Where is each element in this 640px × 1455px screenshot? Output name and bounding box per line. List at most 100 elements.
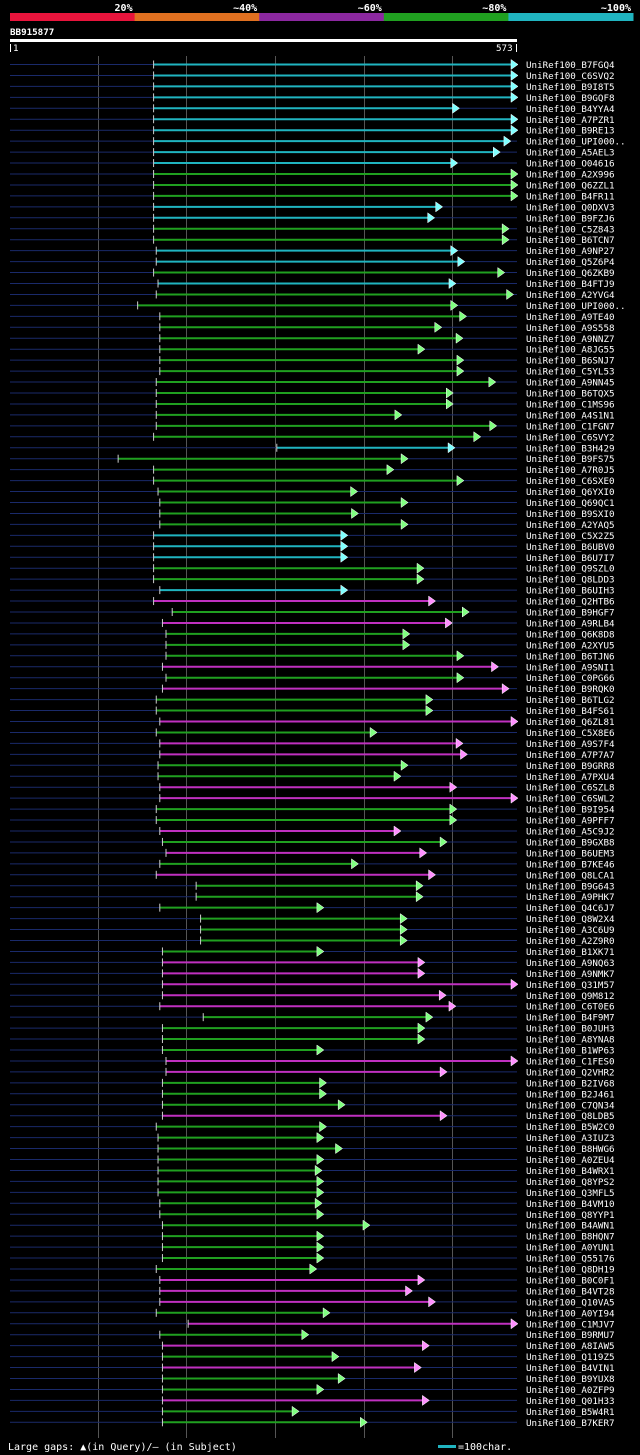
hit-row[interactable]: UniRef100_Q55176 [10, 1252, 615, 1265]
hit-label[interactable]: UniRef100_B4FTJ9 [526, 279, 615, 290]
hit-label[interactable]: UniRef100_B7KE46 [526, 859, 615, 870]
hit-label[interactable]: UniRef100_B8HQN7 [526, 1232, 615, 1243]
hit-row[interactable]: UniRef100_A7PXU4 [10, 770, 615, 783]
hit-label[interactable]: UniRef100_A2X996 [526, 170, 615, 181]
hit-row[interactable]: UniRef100_A0YI94 [10, 1307, 615, 1320]
hit-label[interactable]: UniRef100_A9S7F4 [526, 739, 615, 750]
hit-label[interactable]: UniRef100_C1FGN7 [526, 421, 615, 432]
hit-label[interactable]: UniRef100_Q2HTB6 [526, 597, 615, 608]
hit-row[interactable]: UniRef100_B4VT28 [10, 1285, 615, 1298]
hit-label[interactable]: UniRef100_C1FES0 [526, 1056, 615, 1067]
hit-row[interactable]: UniRef100_B5W2C0 [10, 1121, 615, 1134]
hit-row[interactable]: UniRef100_Q4C6J7 [10, 902, 615, 915]
hit-label[interactable]: UniRef100_A5AEL3 [526, 148, 615, 159]
hit-label[interactable]: UniRef100_B4VIN1 [526, 1363, 615, 1374]
hit-row[interactable]: UniRef100_B8HQN7 [10, 1230, 615, 1243]
hit-label[interactable]: UniRef100_B6SNJ7 [526, 356, 615, 367]
hit-label[interactable]: UniRef100_B9YUX8 [526, 1374, 615, 1385]
hit-label[interactable]: UniRef100_C5YL53 [526, 367, 615, 378]
hit-row[interactable]: UniRef100_A8JG55 [10, 343, 615, 356]
hit-row[interactable]: UniRef100_C0PG66 [10, 672, 615, 685]
hit-row[interactable]: UniRef100_A5C9J2 [10, 825, 615, 838]
hit-row[interactable]: UniRef100_B8HWG6 [10, 1143, 615, 1156]
hit-label[interactable]: UniRef100_Q9SZL0 [526, 564, 615, 575]
hit-row[interactable]: UniRef100_B6TCN7 [10, 234, 615, 247]
hit-row[interactable]: UniRef100_B4VIN1 [10, 1362, 615, 1375]
hit-row[interactable]: UniRef100_B4WRX1 [10, 1164, 615, 1177]
hit-row[interactable]: UniRef100_B9YUX8 [10, 1373, 615, 1386]
hit-row[interactable]: UniRef100_UPI000.. [10, 299, 626, 312]
hit-row[interactable]: UniRef100_A9RLB4 [10, 617, 615, 630]
hit-label[interactable]: UniRef100_Q6K8D8 [526, 629, 615, 640]
hit-label[interactable]: UniRef100_Q69QC1 [526, 498, 615, 509]
hit-row[interactable]: UniRef100_B4FR11 [10, 190, 615, 203]
hit-row[interactable]: UniRef100_B9RMU7 [10, 1329, 615, 1342]
hit-row[interactable]: UniRef100_A9NN45 [10, 376, 615, 389]
hit-label[interactable]: UniRef100_A0YI94 [526, 1308, 615, 1319]
hit-label[interactable]: UniRef100_A9S558 [526, 323, 615, 334]
hit-label[interactable]: UniRef100_A4S1N1 [526, 410, 615, 421]
hit-label[interactable]: UniRef100_A7PZR1 [526, 115, 615, 126]
hit-label[interactable]: UniRef100_A9NP27 [526, 246, 615, 257]
hit-row[interactable]: UniRef100_Q0DXV3 [10, 201, 615, 214]
hit-row[interactable]: UniRef100_O04616 [10, 157, 615, 170]
hit-label[interactable]: UniRef100_B7KER7 [526, 1418, 615, 1429]
hit-row[interactable]: UniRef100_B1WP63 [10, 1044, 615, 1057]
hit-label[interactable]: UniRef100_Q3MFL5 [526, 1188, 615, 1199]
hit-label[interactable]: UniRef100_Q8W2X4 [526, 914, 615, 925]
hit-row[interactable]: UniRef100_B9GQF8 [10, 91, 615, 104]
hit-row[interactable]: UniRef100_B6UBV0 [10, 540, 615, 553]
hit-row[interactable]: UniRef100_B9G643 [10, 880, 615, 893]
hit-row[interactable]: UniRef100_C5Z843 [10, 223, 615, 236]
hit-label[interactable]: UniRef100_B8HWG6 [526, 1144, 615, 1155]
hit-row[interactable]: UniRef100_C6SVY2 [10, 431, 615, 444]
hit-label[interactable]: UniRef100_B6TCN7 [526, 235, 615, 246]
hit-row[interactable]: UniRef100_A7R0J5 [10, 464, 615, 477]
hit-label[interactable]: UniRef100_B6UEM3 [526, 848, 615, 859]
hit-row[interactable]: UniRef100_Q9M812 [10, 989, 615, 1002]
hit-label[interactable]: UniRef100_B5W4R1 [526, 1407, 615, 1418]
hit-label[interactable]: UniRef100_A7PXU4 [526, 772, 615, 783]
hit-row[interactable]: UniRef100_A7PZR1 [10, 113, 615, 126]
hit-label[interactable]: UniRef100_Q8LDD3 [526, 575, 615, 586]
hit-row[interactable]: UniRef100_Q6ZZL1 [10, 179, 615, 192]
hit-row[interactable]: UniRef100_A2YAQ5 [10, 518, 615, 531]
hit-label[interactable]: UniRef100_A9NN45 [526, 378, 615, 389]
hit-row[interactable]: UniRef100_B0C0F1 [10, 1274, 615, 1287]
hit-label[interactable]: UniRef100_B9RQK0 [526, 684, 615, 695]
hit-row[interactable]: UniRef100_A9S7F4 [10, 737, 615, 750]
hit-row[interactable]: UniRef100_C5X2Z5 [10, 529, 615, 542]
hit-label[interactable]: UniRef100_C6SXE0 [526, 476, 615, 487]
hit-label[interactable]: UniRef100_B6U7I7 [526, 553, 615, 564]
hit-row[interactable]: UniRef100_B7KER7 [10, 1416, 615, 1429]
hit-row[interactable]: UniRef100_Q8LDB5 [10, 1110, 615, 1123]
hit-label[interactable]: UniRef100_UPI000.. [526, 137, 626, 148]
hit-label[interactable]: UniRef100_B4F9M7 [526, 1013, 615, 1024]
hit-row[interactable]: UniRef100_Q8YYP1 [10, 1208, 615, 1221]
hit-label[interactable]: UniRef100_B4FR11 [526, 191, 615, 202]
hit-row[interactable]: UniRef100_B0JUH3 [10, 1022, 615, 1035]
hit-row[interactable]: UniRef100_C1MJV7 [10, 1318, 615, 1331]
hit-row[interactable]: UniRef100_C5X8E6 [10, 726, 615, 739]
hit-label[interactable]: UniRef100_Q4C6J7 [526, 903, 615, 914]
hit-row[interactable]: UniRef100_B9FS75 [10, 453, 615, 466]
hit-label[interactable]: UniRef100_A0ZFP9 [526, 1385, 615, 1396]
hit-label[interactable]: UniRef100_A8IAW5 [526, 1341, 615, 1352]
hit-row[interactable]: UniRef100_B7FGQ4 [10, 59, 615, 72]
hit-label[interactable]: UniRef100_UPI000.. [526, 301, 626, 312]
hit-label[interactable]: UniRef100_A2Z9R0 [526, 936, 615, 947]
hit-row[interactable]: UniRef100_C6T0E6 [10, 1000, 615, 1013]
hit-label[interactable]: UniRef100_B4FS61 [526, 706, 615, 717]
hit-label[interactable]: UniRef100_A7P7A7 [526, 750, 615, 761]
hit-label[interactable]: UniRef100_Q55176 [526, 1254, 615, 1265]
hit-label[interactable]: UniRef100_C1MS96 [526, 399, 615, 410]
hit-row[interactable]: UniRef100_B4F9M7 [10, 1011, 615, 1024]
hit-row[interactable]: UniRef100_C5YL53 [10, 365, 615, 378]
hit-label[interactable]: UniRef100_B0C0F1 [526, 1275, 615, 1286]
hit-label[interactable]: UniRef100_A3C6U9 [526, 925, 615, 936]
hit-label[interactable]: UniRef100_C5X2Z5 [526, 531, 615, 542]
hit-row[interactable]: UniRef100_B6UIH3 [10, 584, 615, 597]
hit-row[interactable]: UniRef100_B7KE46 [10, 858, 615, 871]
hit-label[interactable]: UniRef100_B5W2C0 [526, 1122, 615, 1133]
hit-label[interactable]: UniRef100_Q6YXI0 [526, 487, 615, 498]
